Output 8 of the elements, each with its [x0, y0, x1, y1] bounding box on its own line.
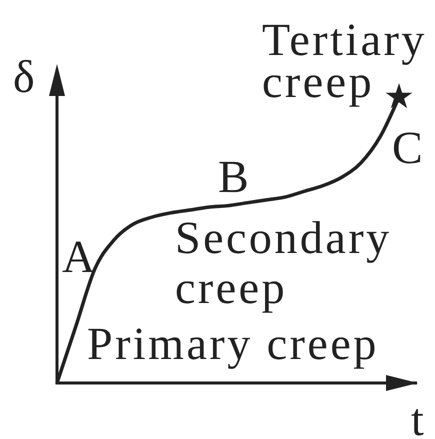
annotation: C — [392, 122, 426, 173]
annotation: A — [62, 231, 98, 282]
annotation: B — [218, 151, 252, 202]
annotation: Secondary creep — [175, 212, 392, 313]
annotation: Tertiary creep — [262, 14, 427, 107]
y-axis-title: δ — [13, 51, 35, 102]
annotation: Primary creep — [87, 318, 379, 369]
x-axis-title: t — [411, 394, 424, 439]
